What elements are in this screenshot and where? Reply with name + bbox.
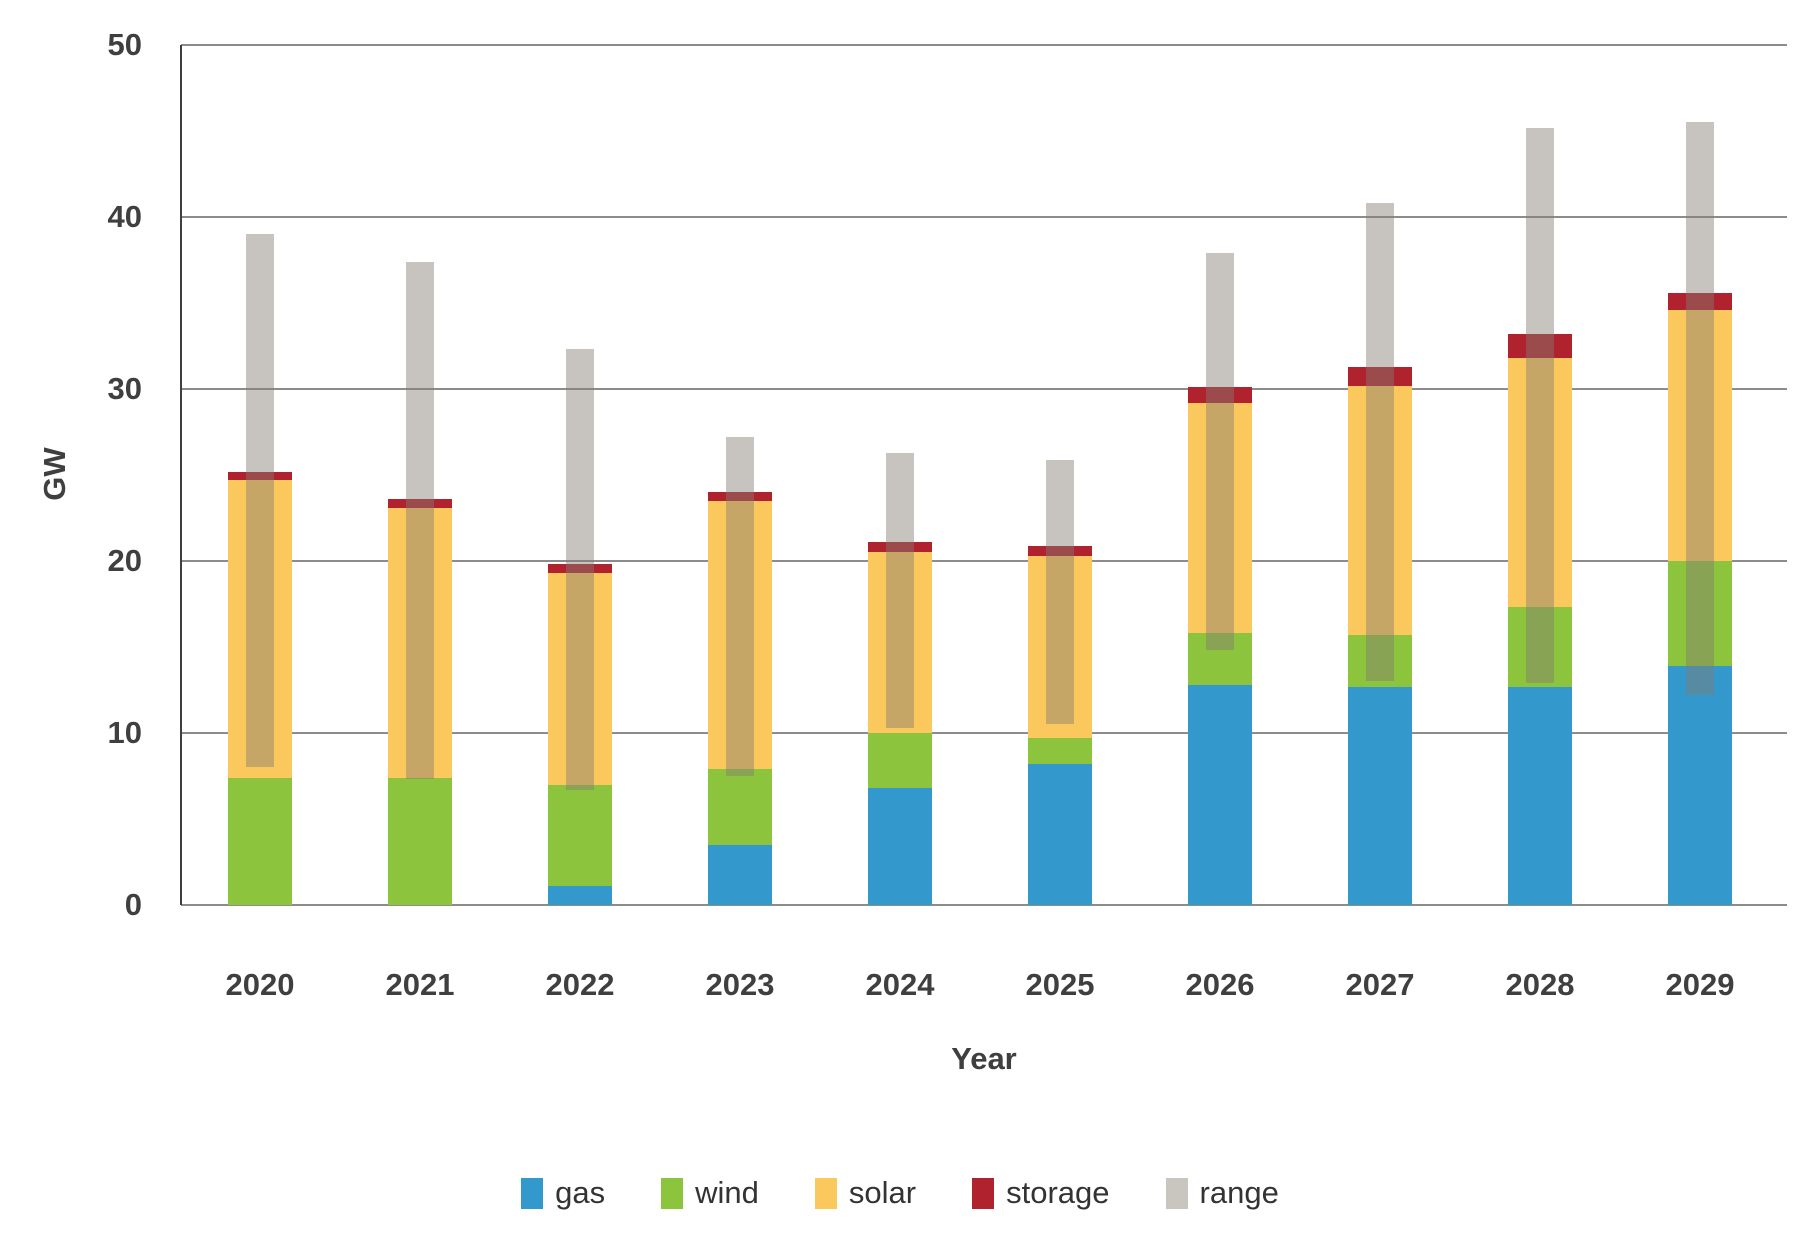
bar-segment-solar-2026: [1188, 402, 1252, 634]
bar-segment-wind-2022: [548, 784, 612, 887]
bar-segment-solar-2020: [228, 480, 292, 778]
range-bar-2028: [1526, 127, 1554, 684]
bar-segment-storage-2025: [1028, 545, 1092, 556]
range-bar-2023: [726, 437, 754, 776]
bar-segment-solar-2024: [868, 552, 932, 733]
legend-item-solar: solar: [814, 1175, 917, 1211]
x-tick-label-2024: 2024: [865, 967, 935, 1002]
bar-segment-solar-2027: [1348, 385, 1412, 635]
bar-segment-wind-2025: [1028, 738, 1092, 764]
bar-segment-wind-2027: [1348, 634, 1412, 687]
x-axis-title: Year: [951, 1041, 1017, 1076]
chart-legend: gas wind solar storage range: [0, 1175, 1800, 1211]
bar-segment-wind-2026: [1188, 633, 1252, 685]
bar-segment-solar-2028: [1508, 358, 1572, 608]
x-tick-label-2021: 2021: [385, 967, 455, 1002]
range-bar-2021: [406, 261, 434, 780]
bar-segment-gas-2029: [1668, 665, 1732, 905]
gridline-50: [181, 44, 1787, 46]
bar-segment-wind-2023: [708, 769, 772, 845]
y-tick-label-0: 0: [124, 887, 142, 922]
range-bar-2020: [246, 234, 274, 768]
bar-segment-solar-2029: [1668, 309, 1732, 561]
range-bar-2029: [1686, 122, 1714, 696]
bar-segment-gas-2028: [1508, 686, 1572, 905]
legend-label-gas: gas: [555, 1175, 606, 1210]
bar-segment-wind-2020: [228, 777, 292, 905]
y-tick-label-10: 10: [107, 715, 142, 750]
bar-segment-wind-2029: [1668, 561, 1732, 666]
bar-segment-wind-2024: [868, 733, 932, 789]
y-tick-label-40: 40: [107, 199, 142, 234]
y-axis-title: GW: [37, 447, 72, 501]
bar-segment-solar-2023: [708, 500, 772, 770]
legend-swatch-solar: [814, 1177, 837, 1209]
bar-segment-storage-2020: [228, 471, 292, 481]
legend-item-wind: wind: [661, 1175, 759, 1211]
bar-segment-gas-2027: [1348, 686, 1412, 905]
legend-label-storage: storage: [1006, 1175, 1110, 1210]
legend-swatch-range: [1165, 1177, 1188, 1209]
legend-item-gas: gas: [521, 1175, 605, 1211]
bar-segment-solar-2021: [388, 507, 452, 778]
range-bar-2025: [1046, 459, 1074, 725]
legend-item-storage: storage: [972, 1175, 1110, 1211]
range-bar-2027: [1366, 203, 1394, 682]
x-tick-label-2022: 2022: [545, 967, 615, 1002]
range-bar-2026: [1206, 253, 1234, 651]
legend-swatch-storage: [972, 1177, 995, 1209]
gridline-30: [181, 388, 1787, 390]
bar-segment-gas-2026: [1188, 684, 1252, 905]
y-axis-line: [180, 45, 182, 905]
legend-swatch-gas: [521, 1177, 544, 1209]
bar-segment-wind-2021: [388, 777, 452, 905]
x-tick-label-2025: 2025: [1025, 967, 1095, 1002]
gridline-40: [181, 216, 1787, 218]
range-bar-2024: [886, 452, 914, 728]
x-tick-label-2026: 2026: [1185, 967, 1255, 1002]
bar-segment-gas-2024: [868, 788, 932, 905]
bar-segment-storage-2029: [1668, 292, 1732, 310]
bar-segment-gas-2023: [708, 844, 772, 905]
x-tick-label-2023: 2023: [705, 967, 775, 1002]
legend-item-range: range: [1165, 1175, 1279, 1211]
gridline-20: [181, 560, 1787, 562]
x-tick-label-2020: 2020: [225, 967, 295, 1002]
bar-segment-storage-2022: [548, 564, 612, 574]
x-tick-label-2027: 2027: [1345, 967, 1415, 1002]
y-tick-label-20: 20: [107, 543, 142, 578]
legend-label-wind: wind: [695, 1175, 759, 1210]
bar-segment-storage-2027: [1348, 366, 1412, 386]
y-tick-label-30: 30: [107, 371, 142, 406]
gridline-10: [181, 732, 1787, 734]
x-tick-label-2029: 2029: [1665, 967, 1735, 1002]
legend-label-range: range: [1199, 1175, 1279, 1210]
bar-segment-gas-2025: [1028, 763, 1092, 905]
bar-segment-solar-2022: [548, 573, 612, 785]
gridline-0: [181, 904, 1787, 906]
range-bar-2022: [566, 349, 594, 790]
bar-segment-storage-2023: [708, 492, 772, 501]
bar-segment-storage-2026: [1188, 387, 1252, 403]
bar-segment-wind-2028: [1508, 607, 1572, 687]
bar-segment-gas-2022: [548, 886, 612, 905]
legend-swatch-wind: [661, 1177, 684, 1209]
bar-segment-storage-2028: [1508, 333, 1572, 359]
y-tick-label-50: 50: [107, 27, 142, 62]
plot-area: [180, 44, 1787, 906]
x-tick-label-2028: 2028: [1505, 967, 1575, 1002]
bar-segment-storage-2021: [388, 499, 452, 508]
bar-segment-storage-2024: [868, 542, 932, 553]
legend-label-solar: solar: [848, 1175, 917, 1210]
bar-segment-solar-2025: [1028, 555, 1092, 739]
